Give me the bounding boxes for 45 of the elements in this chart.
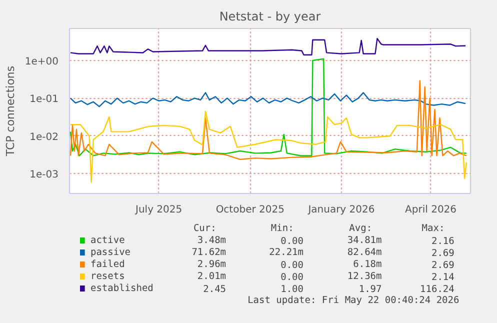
text: 2.96m: [197, 259, 226, 270]
legend-label: failed: [90, 259, 125, 270]
text: 2.69: [431, 260, 455, 271]
chart-title: Netstat - by year: [219, 10, 321, 24]
legend-label: established: [90, 283, 154, 294]
text: 2.45: [203, 284, 226, 295]
text: 1.00: [280, 284, 304, 295]
line-series: [70, 92, 466, 108]
text: 71.62m: [192, 247, 226, 258]
legend-label: resets: [90, 271, 125, 282]
x-tick-label: October 2025: [216, 204, 284, 216]
text: 116.24: [420, 284, 455, 295]
text: 2.14: [431, 272, 455, 283]
text: 0.00: [280, 260, 304, 271]
text: 82.64m: [347, 247, 382, 258]
legend-label: active: [90, 235, 126, 246]
line-series: [70, 38, 466, 56]
x-tick-label: July 2025: [134, 204, 182, 216]
text: 1.97: [358, 284, 382, 295]
text: Cur:: [193, 223, 216, 234]
y-tick-label: 1e-03: [30, 170, 59, 181]
text: Avg:: [349, 223, 372, 234]
line-series: [70, 58, 468, 156]
y-tick-label: 1e+00: [24, 56, 59, 68]
x-tick-label: April 2026: [405, 204, 457, 216]
x-tick-label: January 2026: [307, 204, 375, 216]
line-series: [70, 80, 468, 160]
text: 22.21m: [269, 247, 304, 258]
line-series: [70, 110, 468, 183]
text: 2.16: [431, 236, 455, 247]
text: 3.48m: [197, 235, 226, 246]
text: 2.01m: [197, 271, 226, 282]
text: 34.81m: [347, 235, 382, 246]
text: Max:: [422, 223, 445, 234]
text: 2.69: [431, 248, 455, 259]
y-tick-label: 1e-01: [30, 94, 59, 106]
text: Last update: Fri May 22 00:40:24 2026: [248, 295, 460, 306]
text: 0.00: [280, 236, 304, 247]
legend-label: passive: [90, 247, 131, 258]
text: 0.00: [280, 272, 304, 283]
text: 12.36m: [347, 271, 382, 282]
text: Min:: [270, 223, 294, 234]
y-axis-title: TCP connections: [4, 66, 17, 158]
y-tick-label: 1e-02: [30, 132, 59, 143]
text: 6.18m: [353, 259, 382, 270]
